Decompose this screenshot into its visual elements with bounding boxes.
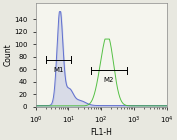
Y-axis label: Count: Count	[4, 44, 12, 66]
Text: M1: M1	[53, 67, 64, 73]
Text: M2: M2	[104, 77, 114, 83]
X-axis label: FL1-H: FL1-H	[90, 128, 112, 136]
